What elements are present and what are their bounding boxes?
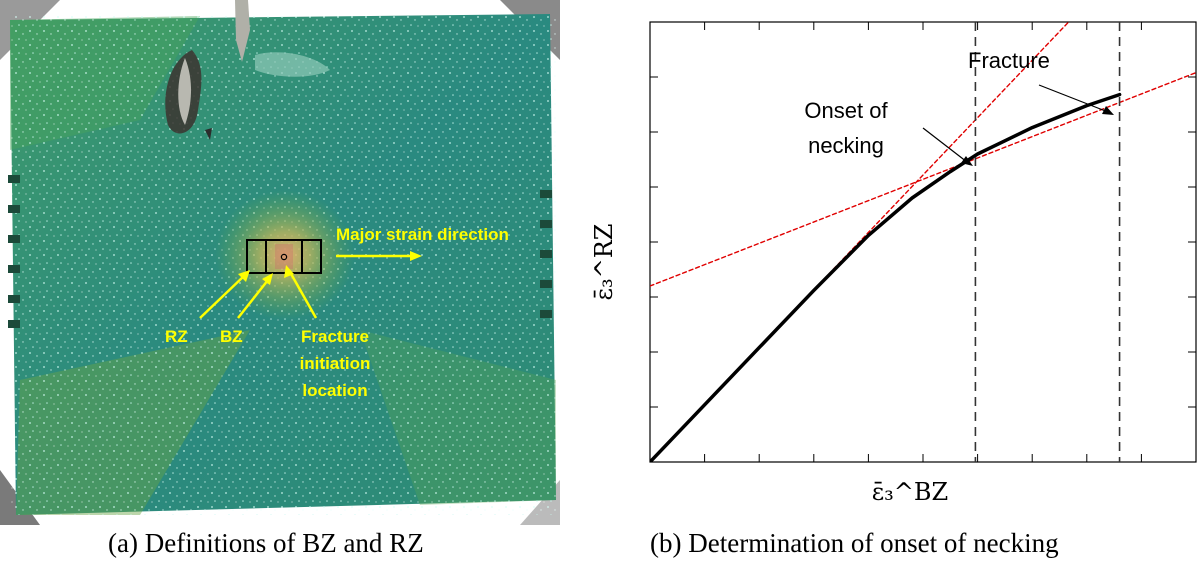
vlines-group — [974, 22, 1121, 462]
caption-b: (b) Determination of onset of necking — [650, 528, 1059, 558]
y-axis-label: ε̄₃^RZ — [590, 224, 618, 301]
paint-damage — [235, 0, 250, 62]
necking-chart-panel: Fracture Onset of necking ε̄₃^BZ ε̄₃^RZ — [588, 0, 1200, 525]
bz-box — [275, 244, 293, 269]
series-strain-curve — [650, 92, 1122, 462]
fracture-point — [280, 253, 288, 261]
necking-chart: Fracture Onset of necking ε̄₃^BZ ε̄₃^RZ — [590, 21, 1197, 506]
x-axis-label: ε̄₃^BZ — [872, 478, 948, 506]
onset-annotation-2: necking — [808, 133, 884, 158]
plot-frame — [649, 21, 1197, 463]
label-arrows — [199, 251, 422, 319]
fracture-annotation: Fracture — [968, 48, 1050, 73]
bz-label: BZ — [220, 327, 243, 346]
series-group — [650, 22, 1196, 462]
fracture-initiation-label-2: initiation — [300, 354, 371, 373]
onset-annotation-1: Onset of — [804, 98, 888, 123]
grip-teeth-right — [540, 190, 552, 318]
fracture-initiation-label-1: Fracture — [301, 327, 369, 346]
rz-box — [246, 239, 322, 274]
annotation-arrows — [922, 84, 1114, 166]
dic-strain-image-panel: Major strain direction RZ BZ Fracture in… — [0, 0, 560, 525]
fracture-initiation-label-3: location — [302, 381, 367, 400]
zone-boxes — [246, 239, 322, 274]
axis-ticks — [650, 22, 1196, 462]
major-strain-label: Major strain direction — [336, 225, 509, 244]
series-final-tangent — [650, 71, 1196, 287]
grip-teeth-left — [8, 175, 20, 328]
caption-a: (a) Definitions of BZ and RZ — [108, 528, 424, 558]
rz-label: RZ — [165, 327, 188, 346]
dic-strain-image: Major strain direction RZ BZ Fracture in… — [0, 0, 560, 525]
